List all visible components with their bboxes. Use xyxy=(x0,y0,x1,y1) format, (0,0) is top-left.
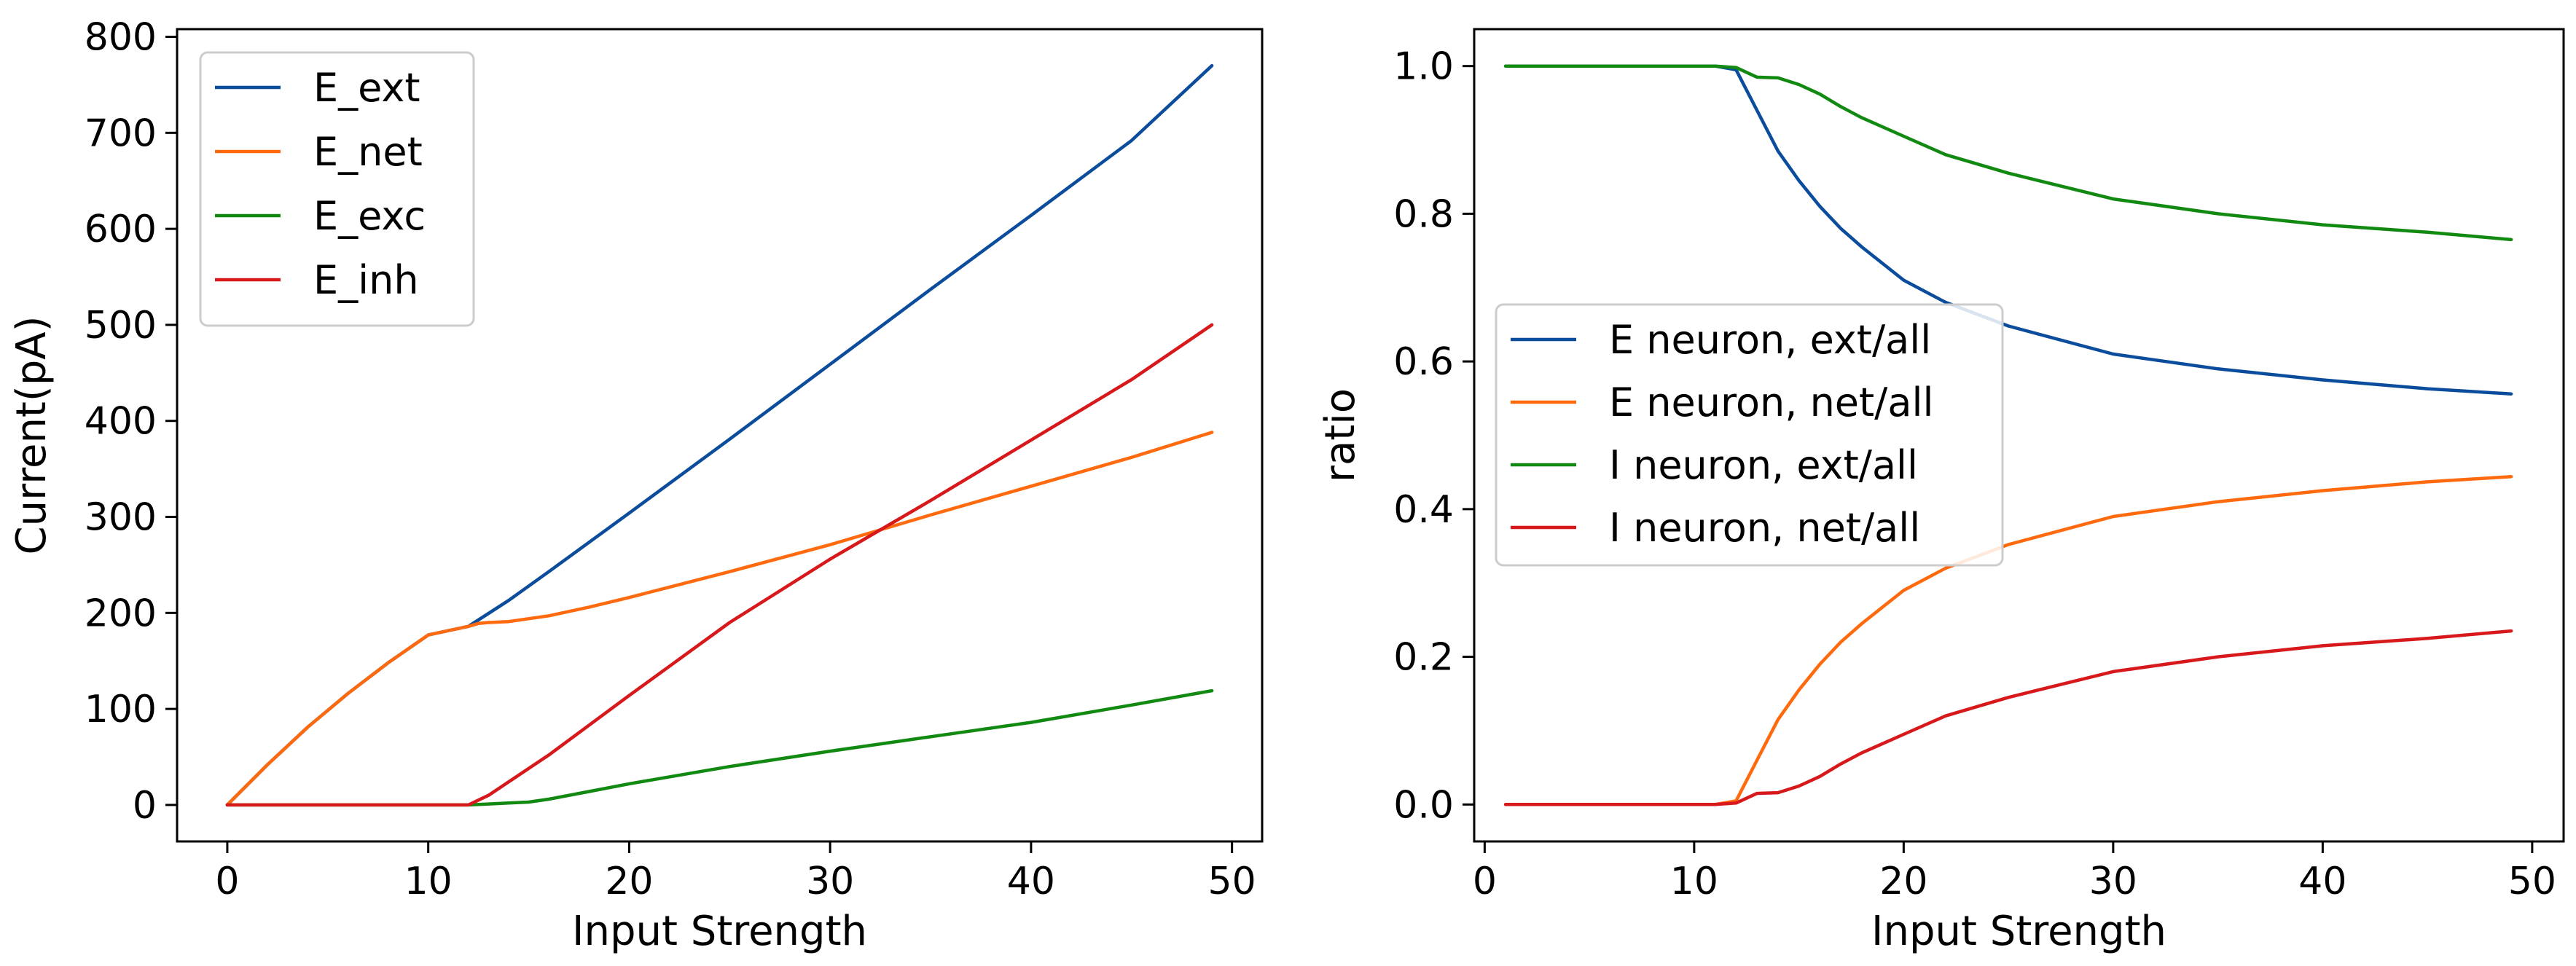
x-tick-label: 40 xyxy=(1007,860,1055,903)
x-tick-label: 30 xyxy=(806,860,854,903)
y-tick-label: 700 xyxy=(85,111,157,155)
x-tick-label: 40 xyxy=(2298,860,2346,903)
axes-frame xyxy=(1473,28,2565,843)
x-tick-label: 10 xyxy=(1670,860,1718,903)
series-line-2 xyxy=(225,688,1214,807)
legend-label-2: E_exc xyxy=(313,193,426,239)
series-line-0 xyxy=(1503,64,2513,396)
x-tick-label: 50 xyxy=(1208,860,1256,903)
x-tick-label: 0 xyxy=(215,860,239,903)
y-tick-label: 600 xyxy=(85,208,157,251)
chart-ratio-vs-input: 0 10 20 30 40 50 0.0 0.2 0.4 0.6 0.8 1.0 Input Stren… xyxy=(1317,28,2565,955)
y-tick-label: 0.6 xyxy=(1393,340,1454,384)
legend-label-3: I neuron, net/all xyxy=(1609,505,1920,551)
y-tick-label: 300 xyxy=(85,496,157,540)
y-tick-label: 0 xyxy=(133,784,157,828)
y-axis-label: Current(pA) xyxy=(8,316,55,555)
y-tick-label: 400 xyxy=(85,400,157,444)
series-line-1 xyxy=(225,431,1214,807)
legend: E neuron, ext/all E neuron, net/all I neur… xyxy=(1495,303,2004,567)
legend-label-0: E neuron, ext/all xyxy=(1609,317,1931,363)
legend-label-3: E_inh xyxy=(313,257,419,303)
axes-frame xyxy=(176,28,1264,843)
series-line-2 xyxy=(1503,64,2513,242)
x-tick-label: 0 xyxy=(1473,860,1497,903)
x-tick-label: 20 xyxy=(1879,860,1927,903)
legend-label-2: I neuron, ext/all xyxy=(1609,442,1918,488)
legend-label-0: E_ext xyxy=(313,65,420,111)
legend-box xyxy=(1495,303,2004,567)
y-tick-label: 100 xyxy=(85,688,157,731)
y-tick-label: 800 xyxy=(85,16,157,60)
x-tick-label: 50 xyxy=(2508,860,2556,903)
y-tick-label: 0.8 xyxy=(1393,192,1454,236)
x-tick-label: 30 xyxy=(2089,860,2137,903)
series-line-3 xyxy=(1503,629,2513,806)
legend-box xyxy=(199,51,475,327)
y-tick-label: 0.0 xyxy=(1393,783,1454,827)
x-axis-label: Input Strength xyxy=(1871,908,2166,955)
y-tick-label: 1.0 xyxy=(1393,45,1454,89)
y-tick-label: 200 xyxy=(85,592,157,635)
chart-current-vs-input: 0 10 20 30 40 500100200300400500600700800Inpu… xyxy=(8,16,1264,955)
y-axis-label: ratio xyxy=(1317,388,1364,482)
y-tick-label: 0.2 xyxy=(1393,636,1454,680)
series-line-3 xyxy=(225,323,1214,807)
x-axis-label: Input Strength xyxy=(572,908,867,955)
series-line-1 xyxy=(1503,475,2513,806)
y-tick-label: 0.4 xyxy=(1393,488,1454,532)
x-tick-label: 20 xyxy=(605,860,653,903)
y-tick-label: 500 xyxy=(85,304,157,347)
legend-label-1: E neuron, net/all xyxy=(1609,380,1933,425)
legend: E_ext E_net E_exc E_inh xyxy=(199,51,475,327)
x-tick-label: 10 xyxy=(404,860,453,903)
legend-label-1: E_net xyxy=(313,129,423,175)
